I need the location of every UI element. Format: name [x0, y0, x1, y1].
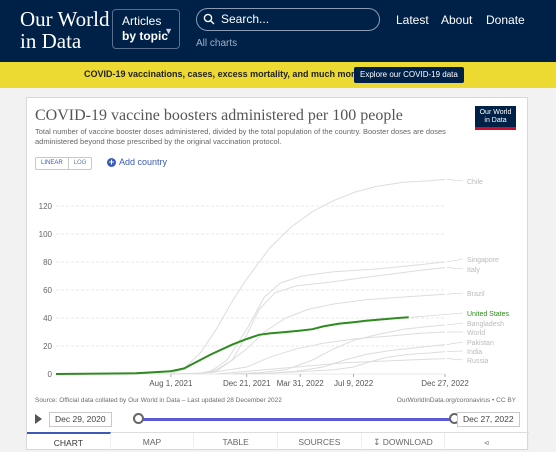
y-tick-label: 120	[39, 202, 53, 211]
download-label: DOWNLOAD	[382, 437, 433, 447]
y-tick-label: 40	[43, 314, 52, 323]
x-tick-label: Dec 27, 2022	[421, 379, 469, 388]
badge-line-2: in Data	[484, 117, 507, 124]
nav-link-about[interactable]: About	[441, 13, 473, 27]
plus-icon: +	[107, 156, 116, 167]
series-label: India	[467, 349, 482, 356]
chart-title: COVID-19 vaccine boosters administered p…	[35, 107, 403, 124]
series-line-chile	[170, 178, 446, 375]
timeline-start-handle[interactable]	[133, 413, 144, 424]
series-line-united-states	[55, 316, 409, 375]
timeline-end-date[interactable]: Dec 27, 2022	[457, 412, 520, 427]
tab-table[interactable]: TABLE	[194, 433, 279, 451]
source-note: Source: Official data collated by Our Wo…	[35, 397, 282, 404]
nav-link-latest[interactable]: Latest	[396, 13, 429, 27]
series-line-world	[170, 331, 446, 375]
logo-line-1: Our World	[20, 7, 110, 31]
series-label-connector	[446, 179, 464, 182]
logo-line-2: in Data	[20, 29, 82, 53]
share-icon: ⪦	[484, 437, 490, 447]
top-navigation: Our World in Data Articles by topic ▼ Se…	[0, 0, 556, 62]
series-label-connector	[446, 358, 464, 361]
add-country-button[interactable]: + Add country	[107, 157, 167, 167]
series-label-connector	[446, 341, 464, 345]
x-tick-label: Aug 1, 2021	[149, 379, 193, 388]
nav-link-donate[interactable]: Donate	[486, 13, 525, 27]
by-topic-label: by topic	[122, 29, 169, 43]
badge-line-1: Our World	[479, 109, 512, 116]
owid-badge: Our World in Data	[475, 106, 516, 130]
series-line-india	[253, 351, 446, 375]
chart-card: 0 20 40 60 80 100 120 Aug 1, 2021 Dec 21, 2021 Ma…	[26, 97, 530, 451]
timeline-track[interactable]	[139, 418, 455, 421]
play-icon[interactable]	[35, 414, 42, 424]
x-tick-label: Jul 9, 2022	[334, 379, 374, 388]
x-tick-label: Dec 21, 2021	[223, 379, 271, 388]
tab-download[interactable]: ↧ DOWNLOAD	[362, 433, 446, 451]
linear-scale-button[interactable]: LINEAR	[36, 158, 69, 169]
series-label-connector	[446, 258, 464, 263]
tab-sources[interactable]: SOURCES	[278, 433, 362, 451]
add-country-label: Add country	[119, 157, 168, 167]
series-label: Pakistan	[467, 340, 494, 347]
series-label-connector	[410, 312, 464, 318]
download-icon: ↧	[373, 437, 383, 447]
y-tick-label: 60	[43, 286, 52, 295]
series-label: Bangladesh	[467, 321, 504, 328]
series-line-bangladesh	[232, 324, 446, 375]
timeline-start-date[interactable]: Dec 29, 2020	[49, 412, 112, 427]
series-line-italy	[194, 267, 446, 375]
series-label-connector	[446, 350, 464, 352]
timeline: Dec 29, 2020 Dec 27, 2022	[27, 410, 529, 432]
log-scale-button[interactable]: LOG	[73, 160, 87, 166]
y-tick-label: 80	[43, 258, 52, 267]
series-label: Russia	[467, 358, 489, 365]
series-label: Chile	[467, 179, 483, 186]
y-tick-label: 0	[48, 370, 53, 379]
y-tick-label: 100	[39, 230, 53, 239]
search-input[interactable]: Search...	[196, 8, 380, 31]
banner-text: COVID-19 vaccinations, cases, excess mor…	[84, 69, 360, 79]
series-label: Singapore	[467, 257, 499, 264]
series-label: World	[467, 330, 485, 337]
chart-tabs: CHART MAP TABLE SOURCES ↧ DOWNLOAD ⪦	[27, 432, 530, 451]
tab-map[interactable]: MAP	[111, 433, 195, 451]
series-label-connector	[446, 322, 464, 326]
x-tick-label: Mar 31, 2022	[277, 379, 325, 388]
series-label-connector	[446, 267, 464, 270]
y-tick-label: 20	[43, 342, 52, 351]
series-line-russia	[216, 358, 446, 375]
search-icon	[203, 13, 215, 25]
series-line-singapore	[194, 261, 446, 375]
owid-logo[interactable]: Our World in Data	[20, 8, 110, 52]
line-chart: 0 20 40 60 80 100 120 Aug 1, 2021 Dec 21, 2021 Ma…	[39, 178, 510, 388]
series-label: Italy	[467, 267, 480, 274]
scale-toggle: LINEAR LOG	[35, 157, 93, 170]
series-label: Brazil	[467, 291, 485, 298]
articles-label: Articles	[122, 14, 162, 28]
explore-covid-data-button[interactable]: Explore our COVID-19 data	[354, 67, 464, 83]
chevron-down-icon: ▼	[164, 26, 173, 36]
series-label: United States	[467, 311, 510, 318]
all-charts-link[interactable]: All charts	[196, 38, 238, 49]
share-button[interactable]: ⪦	[445, 433, 530, 451]
tab-chart[interactable]: CHART	[27, 432, 111, 451]
series-line-brazil	[197, 293, 446, 375]
covid-banner: COVID-19 vaccinations, cases, excess mor…	[0, 62, 556, 88]
source-link[interactable]: OurWorldInData.org/coronavirus • CC BY	[396, 397, 516, 404]
articles-by-topic-button[interactable]: Articles by topic ▼	[112, 9, 180, 49]
series-label-connector	[446, 292, 464, 295]
search-placeholder: Search...	[221, 12, 270, 26]
chart-subtitle: Total number of vaccine booster doses ad…	[35, 127, 446, 146]
